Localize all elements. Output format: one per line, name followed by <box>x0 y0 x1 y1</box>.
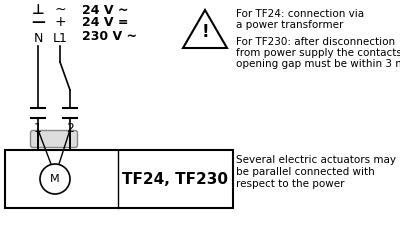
Text: opening gap must be within 3 mm.: opening gap must be within 3 mm. <box>236 59 400 69</box>
Text: TF24, TF230: TF24, TF230 <box>122 172 228 186</box>
FancyBboxPatch shape <box>30 131 78 147</box>
Text: !: ! <box>201 23 209 41</box>
Text: For TF24: connection via: For TF24: connection via <box>236 9 364 19</box>
Text: respect to the power: respect to the power <box>236 179 344 189</box>
Text: For TF230: after disconnection: For TF230: after disconnection <box>236 37 395 47</box>
Text: L1: L1 <box>52 32 68 44</box>
Text: —: — <box>31 15 45 29</box>
Text: Several electric actuators may: Several electric actuators may <box>236 155 396 165</box>
Text: from power supply the contacts: from power supply the contacts <box>236 48 400 58</box>
Text: 24 V =: 24 V = <box>82 16 128 28</box>
Text: N: N <box>33 32 43 44</box>
Text: a power transformer: a power transformer <box>236 20 343 30</box>
Text: 2: 2 <box>66 122 74 134</box>
Text: be parallel connected with: be parallel connected with <box>236 167 375 177</box>
Text: ⊥: ⊥ <box>32 3 44 17</box>
Text: M: M <box>50 174 60 184</box>
Text: ~: ~ <box>54 3 66 17</box>
Text: 24 V ~: 24 V ~ <box>82 3 128 16</box>
Bar <box>5 150 233 208</box>
Text: 230 V ~: 230 V ~ <box>82 30 137 43</box>
Text: +: + <box>54 15 66 29</box>
Text: 1: 1 <box>34 122 42 134</box>
